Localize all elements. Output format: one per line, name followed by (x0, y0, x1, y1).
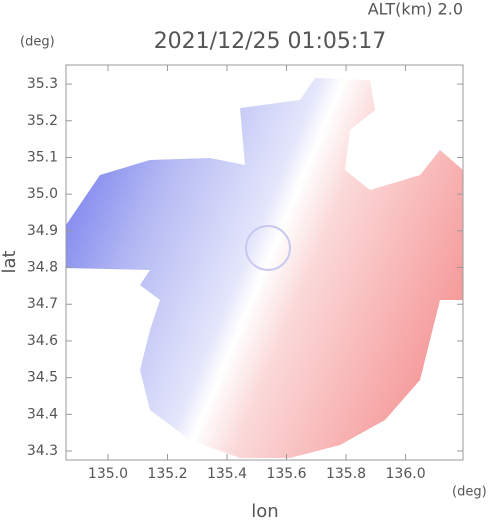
x-tick-label: 135.8 (326, 466, 366, 482)
altitude-label: ALT(km) 2.0 (368, 0, 463, 19)
x-axis-label: lon (251, 501, 278, 521)
x-tick-label: 135.2 (147, 466, 187, 482)
chart-title: 2021/12/25 01:05:17 (154, 29, 387, 54)
plot-frame (65, 64, 464, 461)
y-tick-label: 34.9 (27, 223, 58, 239)
y-axis-label: lat (0, 250, 20, 273)
y-unit: (deg) (20, 35, 55, 50)
y-tick-label: 35.0 (27, 186, 58, 202)
y-tick-label: 34.6 (27, 333, 58, 349)
y-tick-label: 34.8 (27, 260, 58, 276)
y-tick-label: 35.1 (27, 149, 58, 165)
y-tick-label: 34.7 (27, 296, 58, 312)
x-tick-label: 135.4 (207, 466, 247, 482)
y-tick-label: 34.4 (27, 406, 58, 422)
x-tick-label: 136.0 (386, 466, 426, 482)
y-tick-label: 34.5 (27, 370, 58, 386)
x-unit: (deg) (452, 485, 487, 500)
radar-field (66, 78, 463, 458)
y-tick-label: 35.2 (27, 113, 58, 129)
y-tick-label: 35.3 (27, 76, 58, 92)
x-tick-label: 135.0 (88, 466, 128, 482)
y-tick-label: 34.3 (27, 443, 58, 459)
x-tick-label: 135.6 (266, 466, 306, 482)
